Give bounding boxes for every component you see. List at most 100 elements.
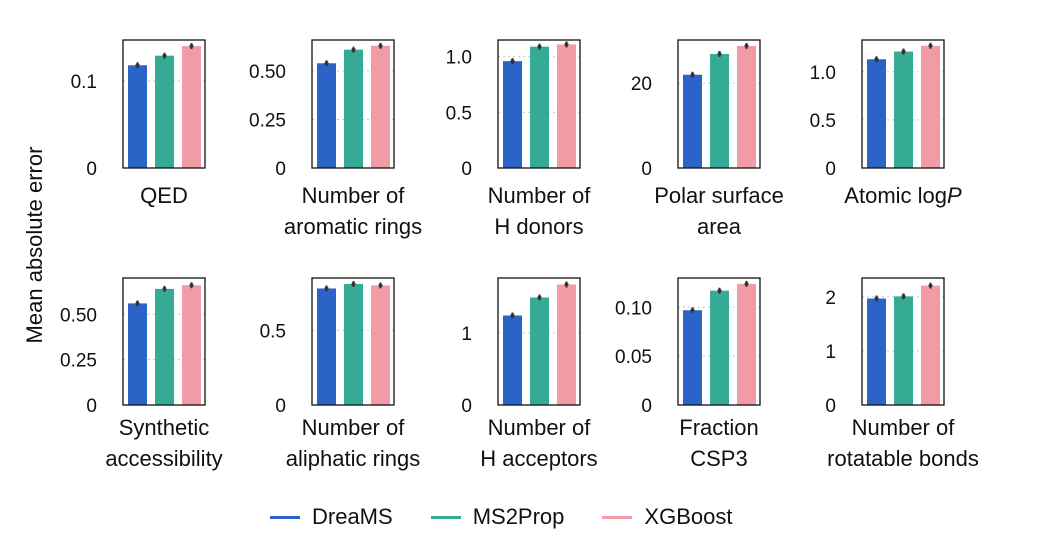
y-tick-label: 0	[825, 159, 836, 180]
error-bar-point	[189, 44, 194, 49]
y-tick-label: 0.5	[810, 111, 836, 132]
bar-ms2prop	[155, 55, 174, 168]
subplot-title: QED	[140, 183, 188, 208]
axes-frame	[122, 277, 206, 406]
y-tick-label: 0	[275, 159, 286, 180]
y-tick-label: 0.25	[60, 351, 97, 372]
subplot-title: Number of	[302, 415, 406, 440]
y-tick-label: 0.1	[71, 72, 97, 93]
bar-xgboost	[557, 284, 576, 405]
legend-item-dreams: DreaMS	[270, 504, 393, 530]
subplot-8: 0 0.05 0.10 Fraction CSP3	[615, 277, 761, 471]
bar-ms2prop	[710, 290, 729, 405]
y-tick-label: 0.50	[60, 305, 97, 326]
y-tick-label: 0	[86, 396, 97, 417]
y-tick-label: 1	[461, 324, 472, 345]
bar-xgboost	[921, 285, 940, 405]
y-tick-label: 20	[631, 74, 652, 95]
y-tick-label: 0.50	[249, 62, 286, 83]
y-tick-label: 0	[461, 159, 472, 180]
subplot-9: 0 1 2 Number of rotatable bonds	[825, 277, 979, 471]
error-bar-point	[351, 47, 356, 52]
y-tick-label: 1.0	[810, 63, 836, 84]
bar-dreams	[317, 63, 336, 168]
y-tick-label: 0.5	[446, 103, 472, 124]
bar-ms2prop	[344, 49, 363, 168]
bar-xgboost	[371, 285, 390, 405]
axes-frame	[122, 39, 206, 169]
error-bar-point	[510, 313, 515, 318]
axes-frame	[861, 39, 945, 169]
error-bar-point	[690, 308, 695, 313]
legend-item-ms2prop: MS2Prop	[430, 504, 564, 530]
y-tick-label: 1.0	[446, 48, 472, 69]
subplot-title: Synthetic	[119, 415, 210, 440]
error-bar-point	[744, 43, 749, 48]
error-bar-point	[928, 283, 933, 288]
y-axis-label: Mean absolute error	[22, 147, 47, 344]
subplot-2: 0 0.5 1.0 Number of H donors	[446, 39, 592, 239]
subplot-7: 0 1 Number of H acceptors	[461, 277, 598, 471]
legend-swatch	[602, 515, 633, 519]
legend-item-xgboost: XGBoost	[602, 504, 732, 530]
error-bar-point	[135, 63, 140, 68]
legend-label: XGBoost	[644, 504, 733, 529]
subplot-title: H acceptors	[480, 446, 597, 471]
bar-dreams	[683, 310, 702, 405]
subplot-title: Number of	[488, 415, 592, 440]
bar-xgboost	[737, 283, 756, 405]
bar-ms2prop	[344, 283, 363, 405]
error-bar-point	[351, 281, 356, 286]
legend-swatch	[270, 515, 300, 519]
error-bar-point	[537, 44, 542, 49]
bar-xgboost	[371, 45, 390, 169]
error-bar-point	[162, 286, 167, 291]
legend-label: DreaMS	[312, 504, 393, 529]
bar-dreams	[867, 298, 886, 405]
error-bar-point	[717, 51, 722, 56]
bar-xgboost	[737, 45, 756, 168]
error-bar-point	[564, 282, 569, 287]
subplot-title: H donors	[494, 214, 583, 239]
bar-dreams	[317, 288, 336, 405]
legend-swatch	[430, 515, 461, 519]
error-bar-point	[744, 281, 749, 286]
subplot-4: 0 0.5 1.0 Atomic logP	[810, 39, 962, 208]
subplot-title: Number of	[302, 183, 406, 208]
error-bar-point	[537, 295, 542, 300]
error-bar-point	[324, 61, 329, 66]
legend: DreaMS MS2Prop XGBoost	[270, 502, 790, 532]
y-tick-label: 0.05	[615, 347, 652, 368]
error-bar-point	[564, 42, 569, 47]
figure-canvas: Mean absolute error 00.1QED00.250.50Numb…	[22, 39, 979, 471]
subplot-title: Number of	[488, 183, 592, 208]
subplot-title: CSP3	[690, 446, 747, 471]
y-tick-label: 0	[641, 396, 652, 417]
subplot-title: Atomic logP	[844, 183, 962, 208]
error-bar-point	[901, 294, 906, 299]
bar-ms2prop	[894, 51, 913, 168]
error-bar-point	[378, 283, 383, 288]
axes-frame	[861, 277, 945, 406]
y-tick-label: 0	[275, 396, 286, 417]
axes-frame	[311, 39, 395, 169]
axes-frame	[311, 277, 395, 406]
y-tick-label: 0.5	[260, 321, 286, 342]
subplot-3: 0 20 Polar surface area	[631, 39, 784, 239]
error-bar-point	[874, 296, 879, 301]
error-bar-point	[378, 43, 383, 48]
subplot-title: aliphatic rings	[286, 446, 421, 471]
bar-dreams	[867, 59, 886, 168]
error-bar-point	[162, 53, 167, 58]
y-tick-label: 2	[825, 288, 836, 309]
y-tick-label: 0.10	[615, 298, 652, 319]
error-bar-point	[874, 57, 879, 62]
bar-ms2prop	[530, 46, 549, 168]
subplot-title: accessibility	[105, 446, 222, 471]
bar-dreams	[128, 303, 147, 405]
bar-xgboost	[921, 45, 940, 168]
bar-dreams	[128, 65, 147, 168]
axes-frame	[497, 277, 581, 406]
bar-ms2prop	[894, 296, 913, 405]
subplot-0: 0 0.1 QED	[71, 39, 206, 208]
